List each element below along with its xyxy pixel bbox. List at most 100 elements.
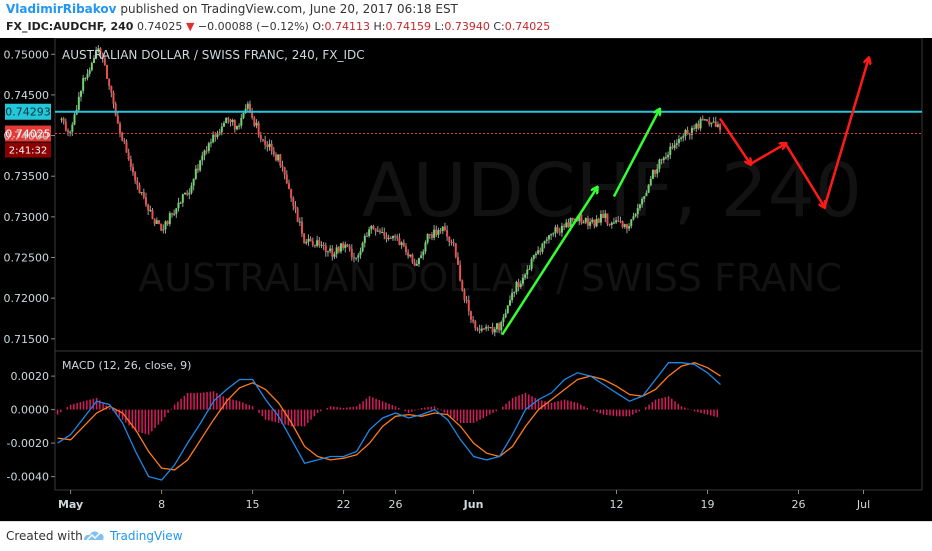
candle-down	[472, 319, 475, 322]
candle-up	[363, 235, 366, 243]
candle-up	[335, 247, 338, 255]
candle-down	[671, 146, 674, 148]
candle-up	[662, 157, 665, 161]
low-label: L:	[434, 20, 445, 33]
candle-down	[303, 233, 306, 244]
candle-down	[134, 172, 137, 181]
candle-up	[656, 168, 659, 174]
candle-up	[298, 221, 301, 223]
candle-up	[376, 230, 379, 232]
candle-up	[409, 254, 412, 257]
candle-down	[396, 236, 399, 239]
candle-up	[554, 227, 557, 234]
candle-up	[651, 169, 654, 179]
candle-up	[638, 204, 641, 209]
candle-down	[563, 225, 566, 228]
candle-down	[300, 221, 303, 234]
candle-down	[446, 230, 449, 237]
candle-up	[615, 220, 618, 223]
macd-tick-label: -0.0020	[7, 437, 49, 450]
candle-down	[259, 135, 262, 140]
candle-up	[326, 251, 329, 253]
candle-up	[222, 123, 225, 127]
candle-down	[602, 213, 605, 219]
candle-up	[77, 96, 80, 110]
candle-down	[352, 257, 355, 259]
candle-down	[290, 189, 293, 199]
candle-down	[621, 221, 624, 227]
candle-down	[586, 218, 589, 226]
candle-up	[710, 122, 713, 125]
candle-up	[97, 48, 100, 52]
candle-down	[214, 134, 217, 137]
candle-up	[173, 213, 176, 215]
tradingview-logo-icon[interactable]	[82, 527, 106, 545]
candle-up	[716, 124, 719, 127]
candle-down	[714, 121, 717, 127]
candle-up	[643, 196, 646, 199]
candle-down	[346, 244, 349, 247]
candle-up	[246, 103, 249, 109]
candle-down	[105, 65, 108, 79]
candle-up	[690, 127, 693, 135]
candle-down	[287, 183, 290, 190]
candle-down	[556, 227, 559, 232]
candle-down	[129, 159, 132, 168]
candle-up	[682, 136, 685, 138]
candle-up	[530, 258, 533, 269]
date-tick-label: 22	[337, 498, 351, 511]
candle-up	[190, 185, 193, 193]
red-projection-arrow	[719, 118, 751, 164]
axes: 0.71500 0.72000 0.72500 0.73000 0.73500 0.740…	[4, 48, 871, 511]
candle-up	[545, 239, 548, 241]
candle-up	[550, 234, 553, 236]
candle-down	[439, 230, 442, 232]
candle-up	[547, 235, 550, 240]
candle-down	[435, 229, 438, 235]
candle-up	[532, 255, 535, 259]
candle-up	[359, 251, 362, 256]
green-trend-arrow	[612, 110, 659, 198]
change-arrow: ▼	[185, 20, 195, 33]
candle-up	[511, 292, 514, 301]
candle-up	[188, 192, 191, 195]
candle-down	[127, 152, 130, 160]
candle-down	[66, 130, 69, 133]
candle-up	[164, 221, 167, 230]
candle-down	[279, 154, 282, 166]
candle-down	[619, 221, 622, 223]
candle-up	[604, 213, 607, 219]
candle-up	[69, 131, 72, 133]
date-tick-label: Jul	[856, 498, 870, 511]
candle-down	[461, 280, 464, 291]
price-tick-label: 0.72000	[4, 292, 50, 305]
candle-up	[175, 208, 178, 214]
candle-down	[463, 290, 466, 300]
author-link[interactable]: VladimirRibakov	[6, 2, 117, 16]
candle-down	[342, 243, 345, 249]
tradingview-link[interactable]: TradingView	[110, 529, 183, 543]
candle-up	[599, 213, 602, 223]
candle-down	[285, 174, 288, 184]
candle-up	[515, 281, 518, 292]
candle-down	[227, 117, 230, 120]
date-tick-label: 12	[610, 498, 624, 511]
candle-down	[350, 248, 353, 258]
chart-svg[interactable]: AUDCHF, 240 AUSTRALIAN DOLLAR / SWISS FR…	[0, 37, 932, 521]
candle-up	[695, 123, 698, 129]
candle-down	[233, 120, 236, 130]
macd-title: MACD (12, 26, close, 9)	[62, 359, 191, 372]
candle-up	[60, 118, 63, 120]
candle-up	[632, 216, 635, 220]
candle-up	[433, 229, 436, 238]
close-value: 0.74025	[504, 20, 551, 33]
candle-down	[476, 328, 479, 330]
candle-down	[118, 123, 121, 133]
candle-up	[485, 326, 488, 329]
candle-up	[628, 226, 631, 229]
candle-up	[316, 240, 319, 246]
candle-up	[677, 138, 680, 144]
candle-up	[155, 220, 158, 224]
chart-area[interactable]: AUDCHF, 240 AUSTRALIAN DOLLAR / SWISS FR…	[0, 37, 932, 521]
candle-up	[565, 222, 568, 228]
